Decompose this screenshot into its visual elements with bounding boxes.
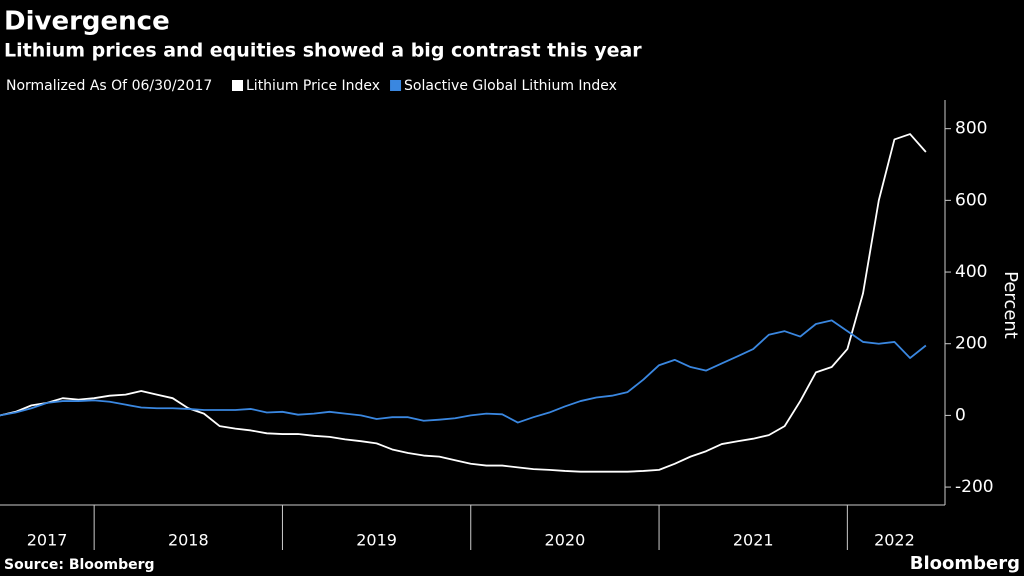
- x-tick-label: 2018: [168, 531, 209, 550]
- chart-subtitle: Lithium prices and equities showed a big…: [4, 40, 642, 62]
- x-tick-label: 2022: [874, 531, 915, 550]
- x-tick-label: 2021: [733, 531, 774, 550]
- legend-swatch: [232, 80, 243, 91]
- y-tick-label: 600: [955, 190, 987, 210]
- legend-label: Lithium Price Index: [246, 78, 380, 94]
- logo: Bloomberg: [910, 553, 1020, 574]
- x-tick-label: 2017: [27, 531, 68, 550]
- y-tick-label: 800: [955, 119, 987, 139]
- legend-label: Solactive Global Lithium Index: [404, 78, 617, 94]
- x-tick-label: 2019: [356, 531, 397, 550]
- note: Normalized As Of 06/30/2017: [6, 78, 212, 94]
- y-axis-label: Percent: [1000, 271, 1021, 339]
- x-tick-label: 2020: [545, 531, 586, 550]
- series-line: [0, 319, 927, 424]
- chart-title: Divergence: [4, 7, 170, 37]
- y-tick-label: 400: [955, 262, 987, 282]
- source: Source: Bloomberg: [4, 557, 155, 573]
- series-line: [0, 133, 927, 473]
- y-tick-label: 200: [955, 334, 987, 354]
- y-tick-label: -200: [955, 477, 994, 497]
- y-tick-label: 0: [955, 405, 966, 425]
- legend-swatch: [390, 80, 402, 91]
